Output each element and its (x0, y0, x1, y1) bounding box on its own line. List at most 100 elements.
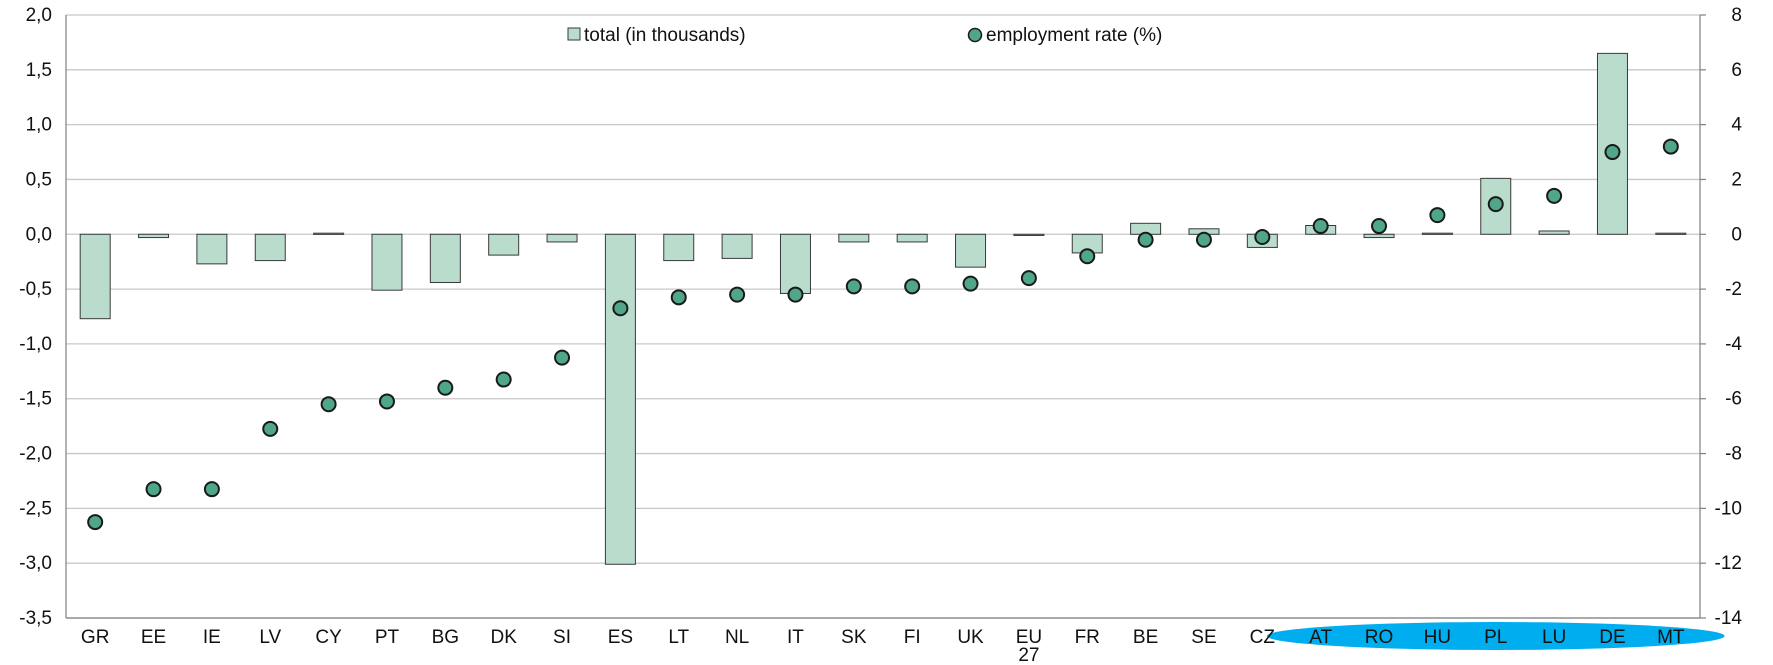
point-pt (378, 393, 395, 410)
x-axis-label-gr: GR (81, 627, 110, 648)
x-axis-label-lv: LV (259, 627, 281, 648)
point-dk (495, 371, 512, 388)
x-axis-label-ro: RO (1365, 627, 1394, 648)
x-axis-label-ee: EE (141, 627, 166, 648)
point-pl (1487, 196, 1504, 213)
point-de (1604, 144, 1621, 161)
right-axis-tick-label: 2 (1731, 169, 1742, 190)
point-it (787, 286, 804, 303)
bar-mt (1655, 232, 1687, 235)
left-axis-tick-label: -2,5 (19, 498, 52, 519)
point-fi (904, 278, 921, 295)
point-es (612, 300, 629, 317)
point-at (1312, 218, 1329, 235)
legend-label-employment-rate: employment rate (%) (986, 25, 1162, 46)
left-axis-tick-label: -2,0 (19, 444, 52, 465)
point-eu-27 (1020, 270, 1037, 287)
x-axis-label-bg: BG (432, 627, 459, 648)
point-ie (203, 481, 220, 498)
point-mt (1662, 138, 1679, 155)
right-axis-tick-label: 8 (1731, 5, 1742, 26)
x-axis-label-si: SI (553, 627, 571, 648)
bar-eu-27 (1013, 233, 1045, 236)
x-axis-label-de: DE (1599, 627, 1625, 648)
bar-de (1596, 52, 1628, 235)
point-si (554, 349, 571, 366)
left-axis-tick-label: -1,0 (19, 334, 52, 355)
point-be (1137, 231, 1154, 248)
right-axis-tick-label: -2 (1725, 279, 1742, 300)
bar-si (546, 233, 578, 243)
point-lt (670, 289, 687, 306)
left-axis-tick-label: 1,5 (26, 60, 52, 81)
left-axis-tick-label: 0,0 (26, 224, 52, 245)
x-axis-label-sk: SK (841, 627, 867, 648)
left-axis-tick-label: -0,5 (19, 279, 52, 300)
left-axis-tick-label: 0,5 (26, 169, 52, 190)
x-axis-label-dk: DK (490, 627, 517, 648)
x-axis-label-es: ES (608, 627, 633, 648)
x-axis-label-at: AT (1309, 627, 1332, 648)
point-gr (87, 514, 104, 531)
x-axis-label-hu: HU (1424, 627, 1451, 648)
x-axis-label-eu-27: EU 27 (1016, 627, 1042, 665)
point-sk (845, 278, 862, 295)
x-axis-label-cy: CY (315, 627, 342, 648)
point-lv (262, 420, 279, 437)
legend-label-total: total (in thousands) (584, 25, 746, 46)
point-ro (1371, 218, 1388, 235)
x-axis-label-uk: UK (957, 627, 984, 648)
bar-gr (79, 233, 111, 320)
bar-cy (313, 232, 345, 235)
right-axis-tick-label: 0 (1731, 224, 1742, 245)
bar-es (604, 233, 636, 565)
point-bg (437, 379, 454, 396)
bar-fi (896, 233, 928, 243)
left-axis-tick-label: 1,0 (26, 115, 52, 136)
x-axis-label-lu: LU (1542, 627, 1566, 648)
bar-lt (663, 233, 695, 262)
bar-lu (1538, 230, 1570, 235)
x-axis-label-cz: CZ (1250, 627, 1276, 648)
legend-dot-swatch (967, 27, 983, 43)
bar-ie (196, 233, 228, 265)
point-fr (1079, 248, 1096, 265)
bar-it (779, 233, 811, 294)
right-axis-tick-label: -14 (1715, 608, 1743, 629)
bar-ee (138, 233, 170, 239)
point-ee (145, 481, 162, 498)
x-axis-label-pl: PL (1484, 627, 1507, 648)
legend-bar-swatch (567, 27, 581, 41)
x-axis-label-lt: LT (668, 627, 689, 648)
left-axis-tick-label: 2,0 (26, 5, 52, 26)
right-axis-tick-label: -10 (1715, 498, 1742, 519)
bar-pt (371, 233, 403, 291)
right-axis-tick-label: -12 (1715, 553, 1742, 574)
point-cy (320, 396, 337, 413)
x-axis-label-ie: IE (203, 627, 221, 648)
point-hu (1429, 207, 1446, 224)
point-se (1195, 231, 1212, 248)
x-axis-label-fr: FR (1075, 627, 1100, 648)
bar-lv (254, 233, 286, 262)
left-axis-tick-label: -1,5 (19, 389, 52, 410)
right-axis-tick-label: 4 (1731, 115, 1742, 136)
point-uk (962, 275, 979, 292)
bar-nl (721, 233, 753, 259)
right-axis-tick-label: 6 (1731, 60, 1742, 81)
bar-uk (955, 233, 987, 268)
x-axis-label-pt: PT (375, 627, 400, 648)
right-axis-tick-label: -8 (1725, 444, 1742, 465)
x-axis-label-be: BE (1133, 627, 1158, 648)
highlight-ellipse (1266, 622, 1725, 650)
x-axis-label-nl: NL (725, 627, 749, 648)
point-nl (729, 286, 746, 303)
point-cz (1254, 229, 1271, 246)
bar-bg (429, 233, 461, 284)
left-axis-tick-label: -3,5 (19, 608, 52, 629)
x-axis-label-fi: FI (904, 627, 921, 648)
x-axis-label-it: IT (787, 627, 804, 648)
bar-ro (1363, 233, 1395, 239)
left-axis-tick-label: -3,0 (19, 553, 52, 574)
